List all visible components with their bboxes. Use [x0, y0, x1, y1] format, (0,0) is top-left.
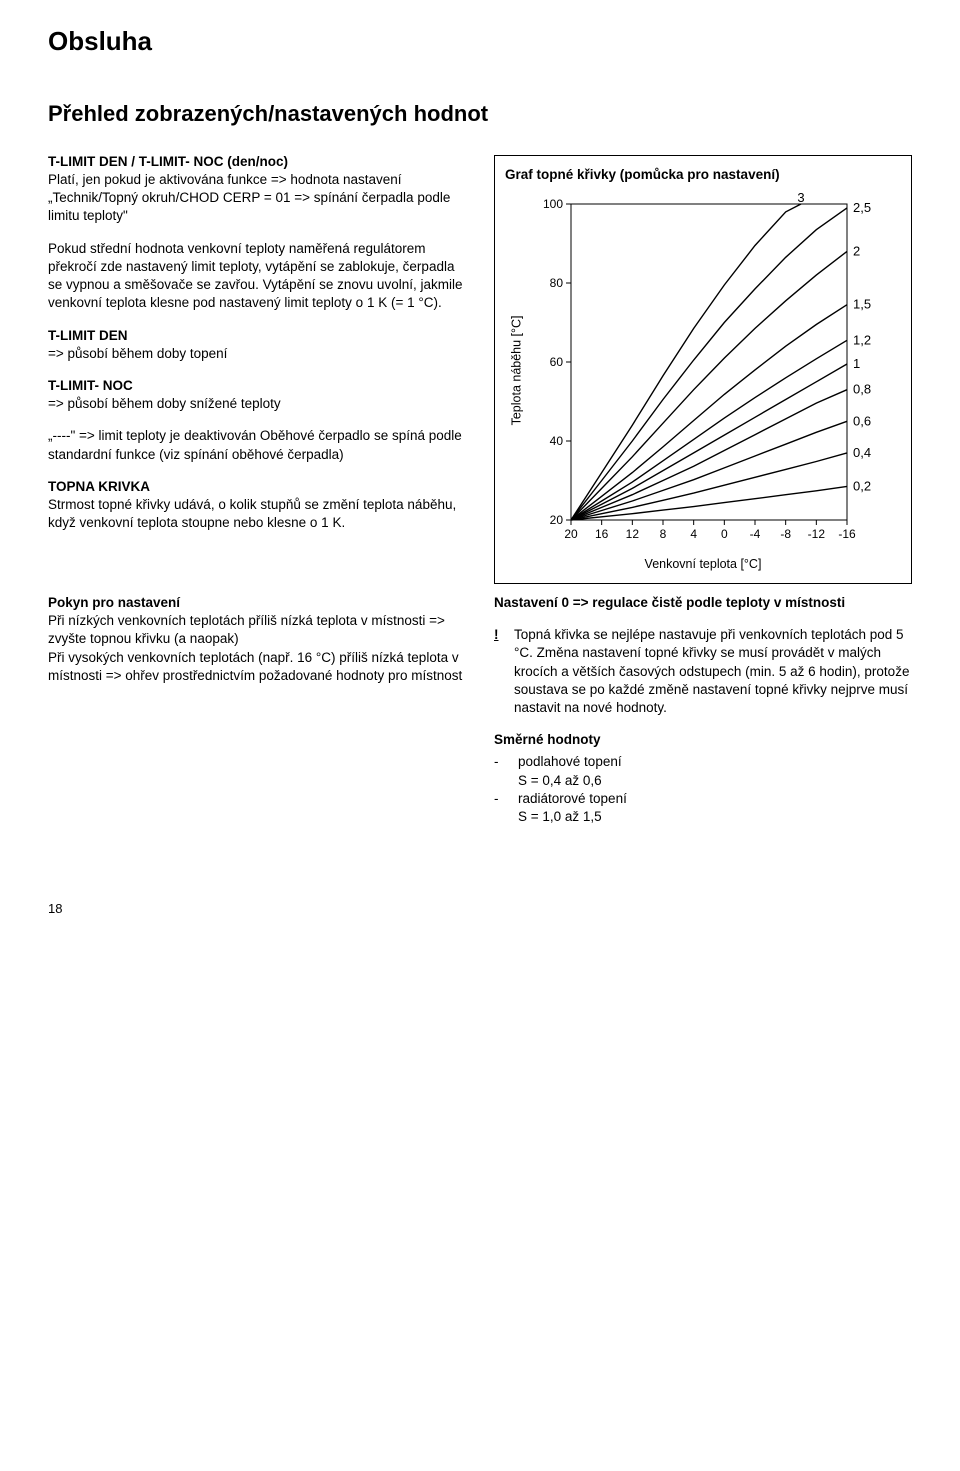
main-two-column: T-LIMIT DEN / T-LIMIT- NOC (den/noc) Pla… — [48, 153, 912, 584]
nastaveni-zero: Nastavení 0 => regulace čistě podle tepl… — [494, 594, 912, 612]
heating-curve-chart: 20406080100201612840-4-8-12-162,521,51,2… — [529, 190, 889, 550]
topna-krivka-title: TOPNA KRIVKA — [48, 478, 466, 496]
tlimit-body: Platí, jen pokud je aktivována funkce =>… — [48, 171, 466, 226]
directive-item-value-row: S = 1,0 až 1,5 — [494, 808, 912, 826]
note-exclaim-icon: ! — [494, 626, 506, 717]
directive-item-label: radiátorové topení — [518, 790, 627, 808]
dash-icon: - — [494, 753, 504, 771]
svg-text:3: 3 — [797, 190, 804, 205]
dash-icon: - — [494, 790, 504, 808]
directive-item-label: podlahové topení — [518, 753, 622, 771]
svg-text:0,4: 0,4 — [853, 445, 871, 460]
directive-block: Směrné hodnoty -podlahové topení S = 0,4… — [494, 731, 912, 826]
para-middle-outdoor: Pokud střední hodnota venkovní teploty n… — [48, 240, 466, 313]
directive-item: -radiátorové topení — [494, 790, 912, 808]
bottom-left: Pokyn pro nastavení Při nízkých venkovní… — [48, 594, 466, 699]
svg-text:4: 4 — [690, 527, 697, 541]
svg-text:0,2: 0,2 — [853, 478, 871, 493]
svg-text:80: 80 — [550, 276, 564, 290]
tlimit-den-title: T-LIMIT DEN — [48, 327, 466, 345]
bottom-two-column: Pokyn pro nastavení Při nízkých venkovní… — [48, 594, 912, 840]
tlimit-heading: T-LIMIT DEN / T-LIMIT- NOC (den/noc) — [48, 153, 466, 171]
svg-text:0,8: 0,8 — [853, 382, 871, 397]
svg-text:60: 60 — [550, 355, 564, 369]
bottom-right: Nastavení 0 => regulace čistě podle tepl… — [494, 594, 912, 840]
para-tlimit-noc: T-LIMIT- NOC => působí během doby snížen… — [48, 377, 466, 413]
svg-text:20: 20 — [550, 513, 564, 527]
tlimit-noc-title: T-LIMIT- NOC — [48, 377, 466, 395]
para-tlimit-den: T-LIMIT DEN => působí během doby topení — [48, 327, 466, 363]
svg-text:1,2: 1,2 — [853, 332, 871, 347]
svg-text:0,6: 0,6 — [853, 413, 871, 428]
chart-caption: Graf topné křivky (pomůcka pro nastavení… — [505, 166, 901, 184]
dash-spacer — [494, 808, 504, 826]
para-topna-krivka: TOPNA KRIVKA Strmost topné křivky udává,… — [48, 478, 466, 533]
page-title: Obsluha — [48, 24, 912, 59]
dash-spacer — [494, 772, 504, 790]
section-title: Přehled zobrazených/nastavených hodnot — [48, 99, 912, 129]
svg-text:40: 40 — [550, 434, 564, 448]
chart-row: Teplota náběhu [°C] 20406080100201612840… — [505, 190, 901, 550]
svg-text:12: 12 — [626, 527, 640, 541]
pokyn-title: Pokyn pro nastavení — [48, 594, 466, 612]
svg-text:-12: -12 — [808, 527, 826, 541]
svg-text:1,5: 1,5 — [853, 297, 871, 312]
directive-title: Směrné hodnoty — [494, 731, 912, 749]
page-number: 18 — [48, 900, 912, 918]
pokyn-body: Při nízkých venkovních teplotách příliš … — [48, 612, 466, 685]
directive-item-value: S = 0,4 až 0,6 — [518, 772, 602, 790]
tlimit-den-body: => působí během doby topení — [48, 345, 466, 363]
svg-text:0: 0 — [721, 527, 728, 541]
directive-item-value-row: S = 0,4 až 0,6 — [494, 772, 912, 790]
directive-item-value: S = 1,0 až 1,5 — [518, 808, 602, 826]
svg-text:8: 8 — [660, 527, 667, 541]
para-tlimit-title-block: T-LIMIT DEN / T-LIMIT- NOC (den/noc) Pla… — [48, 153, 466, 226]
chart-ylabel-wrap: Teplota náběhu [°C] — [505, 190, 529, 550]
note-block: ! Topná křivka se nejlépe nastavuje při … — [494, 626, 912, 717]
topna-krivka-body: Strmost topné křivky udává, o kolik stup… — [48, 496, 466, 532]
right-column-chart: Graf topné křivky (pomůcka pro nastavení… — [494, 153, 912, 584]
svg-text:100: 100 — [543, 197, 563, 211]
directive-list: -podlahové topení S = 0,4 až 0,6-radiáto… — [494, 753, 912, 826]
chart-box: Graf topné křivky (pomůcka pro nastavení… — [494, 155, 912, 584]
svg-text:16: 16 — [595, 527, 609, 541]
svg-text:-4: -4 — [750, 527, 761, 541]
svg-text:2: 2 — [853, 243, 860, 258]
left-column: T-LIMIT DEN / T-LIMIT- NOC (den/noc) Pla… — [48, 153, 466, 547]
para-limit-deactivated: „----" => limit teploty je deaktivován O… — [48, 427, 466, 463]
svg-text:2,5: 2,5 — [853, 200, 871, 215]
chart-ylabel: Teplota náběhu [°C] — [509, 315, 526, 425]
note-body: Topná křivka se nejlépe nastavuje při ve… — [514, 626, 912, 717]
chart-xlabel: Venkovní teplota [°C] — [505, 556, 901, 573]
directive-item: -podlahové topení — [494, 753, 912, 771]
tlimit-noc-body: => působí během doby snížené teploty — [48, 395, 466, 413]
svg-text:-16: -16 — [838, 527, 856, 541]
svg-text:1: 1 — [853, 356, 860, 371]
para-pokyn: Pokyn pro nastavení Při nízkých venkovní… — [48, 594, 466, 685]
svg-text:20: 20 — [564, 527, 578, 541]
svg-text:-8: -8 — [780, 527, 791, 541]
